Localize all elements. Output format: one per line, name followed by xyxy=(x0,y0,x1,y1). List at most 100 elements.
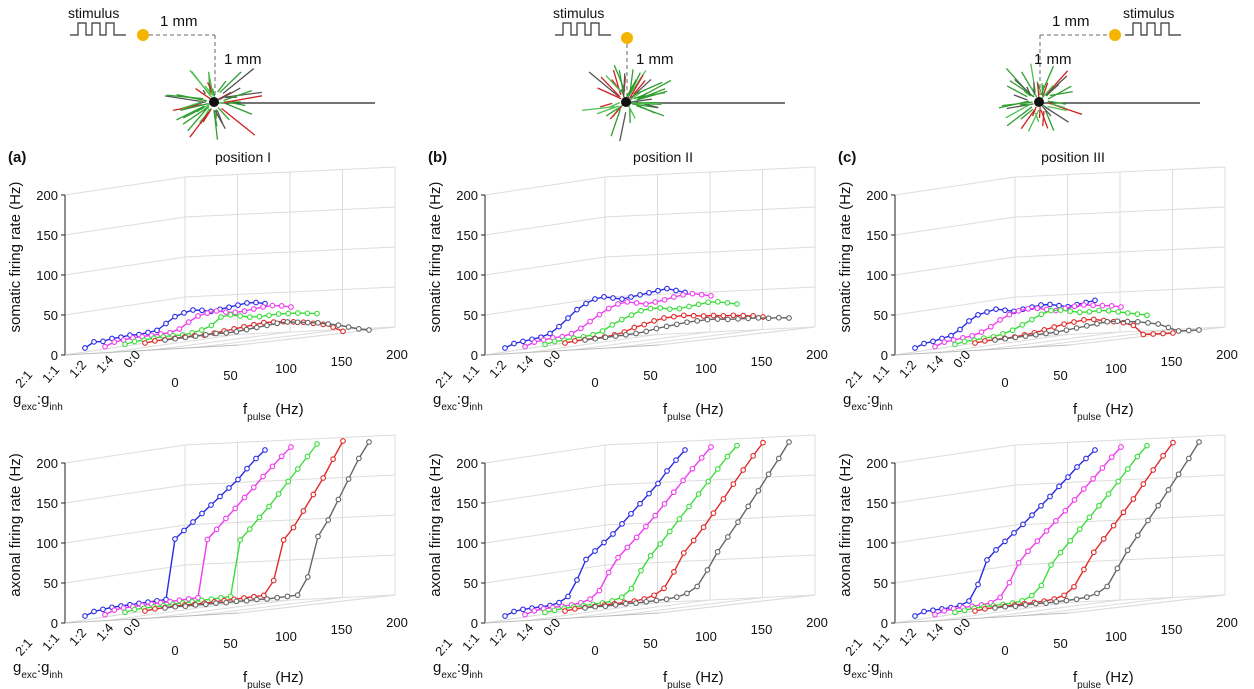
data-point xyxy=(582,337,588,343)
data-point xyxy=(1019,322,1026,328)
x-tick-label: 100 xyxy=(1105,361,1127,376)
data-point xyxy=(1028,592,1035,599)
data-point xyxy=(676,516,683,522)
data-point xyxy=(932,343,938,350)
data-point xyxy=(304,453,311,460)
y-tick-label: 0 xyxy=(881,616,888,631)
data-point xyxy=(930,338,936,345)
depth-tick-label: 1:4 xyxy=(923,352,946,375)
data-point xyxy=(1056,483,1062,490)
y-tick-label: 100 xyxy=(36,268,58,283)
x-axis-label-part: pulse xyxy=(1077,680,1101,689)
data-point xyxy=(755,487,762,494)
dendrite xyxy=(1038,107,1041,119)
dendrite xyxy=(1047,105,1067,112)
data-point xyxy=(655,480,661,487)
data-point xyxy=(290,524,297,531)
data-point xyxy=(1073,325,1080,331)
data-point xyxy=(542,609,548,616)
grid-line xyxy=(108,334,238,353)
data-point xyxy=(775,314,782,321)
grid-line xyxy=(64,484,186,504)
data-point xyxy=(1038,582,1045,589)
data-point xyxy=(572,606,578,612)
grid-line xyxy=(64,564,186,584)
data-point xyxy=(684,590,690,597)
data-point xyxy=(745,315,752,322)
depth-tick-label: 1:1 xyxy=(459,362,482,385)
data-point xyxy=(592,335,599,342)
data-point xyxy=(1096,502,1102,509)
x-axis xyxy=(484,612,660,624)
y-tick-label: 50 xyxy=(874,308,888,323)
data-point xyxy=(1056,302,1062,309)
data-point xyxy=(670,294,677,300)
dendrite xyxy=(217,91,232,101)
data-point xyxy=(730,312,737,319)
data-point xyxy=(520,606,526,613)
data-point xyxy=(638,567,644,574)
data-point xyxy=(275,491,282,497)
data-point xyxy=(278,303,285,309)
soma xyxy=(621,97,631,107)
grid-line xyxy=(981,599,1121,619)
dendrite xyxy=(219,71,242,94)
dendrite xyxy=(1026,86,1032,96)
data-point xyxy=(275,311,282,317)
data-point xyxy=(932,611,938,618)
dendrite xyxy=(1042,111,1045,127)
x-tick-label: 150 xyxy=(1161,622,1183,637)
data-point xyxy=(1115,478,1122,485)
data-point xyxy=(655,287,661,294)
data-point xyxy=(314,310,320,317)
data-point xyxy=(1062,507,1069,514)
data-point xyxy=(647,552,654,559)
data-point xyxy=(232,309,239,316)
data-point xyxy=(340,438,346,444)
data-point xyxy=(720,312,727,319)
data-point xyxy=(1083,594,1090,600)
data-point xyxy=(217,493,223,500)
data-point xyxy=(740,312,747,319)
data-point xyxy=(1165,324,1172,331)
x-axis-label-part: (Hz) xyxy=(271,401,304,418)
data-point xyxy=(572,338,578,344)
data-point xyxy=(1165,487,1172,493)
grid-line xyxy=(528,334,658,353)
data-point xyxy=(734,442,740,449)
data-point xyxy=(592,548,598,554)
data-point xyxy=(724,453,731,460)
data-point xyxy=(502,345,508,351)
data-point xyxy=(274,320,281,327)
data-point xyxy=(511,340,517,347)
data-point xyxy=(232,505,239,512)
depth-axis-label-part: g xyxy=(843,659,851,676)
y-tick-label: 0 xyxy=(51,616,58,631)
data-point xyxy=(294,310,301,316)
data-point xyxy=(226,304,232,311)
data-point xyxy=(653,597,660,604)
dendrite xyxy=(633,81,663,96)
data-point xyxy=(285,310,292,317)
data-point xyxy=(710,510,717,516)
y-tick-label: 150 xyxy=(456,228,478,243)
data-point xyxy=(262,447,268,453)
data-point xyxy=(1092,297,1098,304)
data-point xyxy=(1155,321,1162,327)
data-point xyxy=(1086,514,1093,521)
data-point xyxy=(185,319,192,325)
x-axis-label: fpulse (Hz) xyxy=(1073,669,1134,689)
data-point xyxy=(256,313,263,320)
depth-tick-label: 1:4 xyxy=(513,352,536,375)
depth-axis-label-part: exc xyxy=(21,402,37,413)
data-point xyxy=(993,547,999,553)
data-point xyxy=(740,467,747,473)
data-point xyxy=(966,598,972,604)
data-point xyxy=(1134,311,1141,317)
data-point xyxy=(264,596,270,602)
grid-line xyxy=(981,331,1121,351)
dendrite xyxy=(600,76,621,98)
data-point xyxy=(1051,324,1058,330)
data-point xyxy=(673,594,680,600)
data-point xyxy=(583,300,589,307)
